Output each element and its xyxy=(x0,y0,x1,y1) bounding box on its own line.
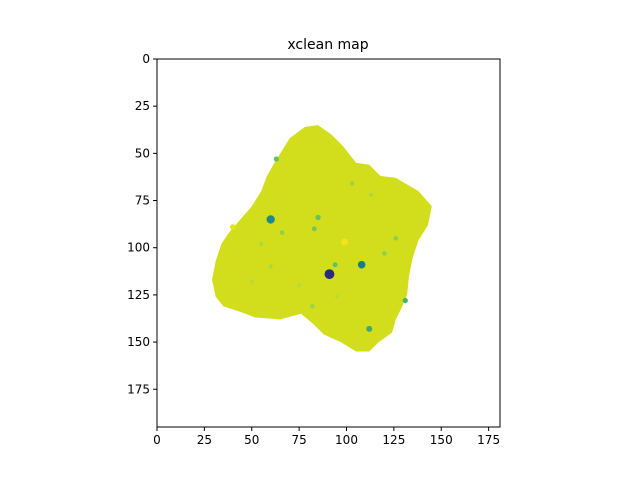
y-tick-label: 75 xyxy=(135,194,150,208)
x-axis: 0 25 50 75 100 125 150 175 xyxy=(153,427,500,447)
x-tick-label: 75 xyxy=(291,433,306,447)
x-tick-label: 125 xyxy=(382,433,405,447)
pixel-feature xyxy=(402,297,408,304)
y-axis: 0 25 50 75 100 125 150 175 xyxy=(127,52,157,396)
pixel-feature xyxy=(349,181,355,186)
pixel-feature xyxy=(310,303,315,309)
pixel-feature xyxy=(366,325,373,332)
pixel-feature xyxy=(357,260,366,269)
pixel-feature xyxy=(393,236,399,241)
pixel-feature xyxy=(315,214,321,221)
pixel-feature xyxy=(273,156,280,162)
y-tick-label: 175 xyxy=(127,382,150,396)
axes-frame xyxy=(156,58,501,428)
image-layer xyxy=(212,125,432,352)
x-tick-label: 100 xyxy=(335,433,358,447)
pixel-feature xyxy=(369,192,374,197)
plot-area xyxy=(156,58,501,428)
pixel-feature xyxy=(297,283,302,288)
pixel-feature xyxy=(279,230,285,235)
pixel-feature xyxy=(332,262,338,268)
y-tick-label: 25 xyxy=(135,99,150,113)
pixel-feature xyxy=(259,241,264,247)
y-tick-label: 50 xyxy=(135,146,150,160)
y-tick-label: 125 xyxy=(127,288,150,302)
x-tick-label: 0 xyxy=(153,433,161,447)
x-tick-label: 150 xyxy=(430,433,453,447)
chart-title: xclean map xyxy=(287,37,368,53)
x-tick-label: 175 xyxy=(477,433,500,447)
pixel-feature xyxy=(268,264,273,269)
pixel-feature xyxy=(341,238,349,246)
pixel-feature xyxy=(382,251,387,256)
pixel-feature xyxy=(324,269,335,280)
pixel-feature xyxy=(249,279,254,284)
valid-region xyxy=(212,125,432,352)
y-tick-label: 100 xyxy=(127,241,150,255)
pixel-feature xyxy=(311,226,317,232)
y-tick-label: 150 xyxy=(127,335,150,349)
x-tick-label: 50 xyxy=(244,433,259,447)
pixel-feature xyxy=(266,215,275,224)
pixel-feature xyxy=(229,224,236,230)
y-tick-label: 0 xyxy=(142,52,150,66)
pixel-feature xyxy=(335,294,339,299)
x-tick-label: 25 xyxy=(197,433,212,447)
